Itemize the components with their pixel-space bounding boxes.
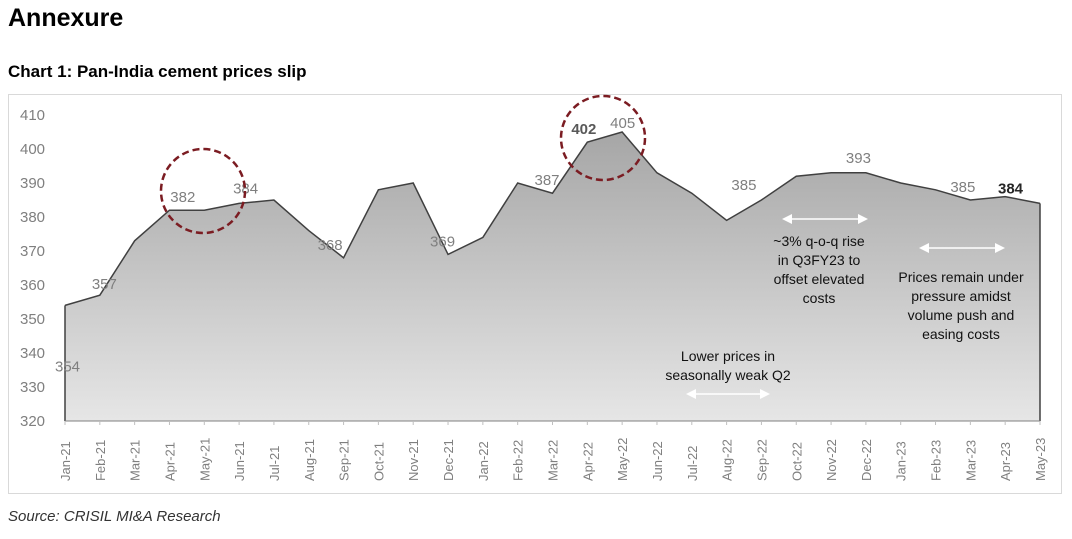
annotation-text: in Q3FY23 to [778, 252, 861, 268]
data-label: 385 [950, 179, 975, 196]
y-tick-label: 320 [20, 413, 45, 430]
y-tick-label: 340 [20, 345, 45, 362]
data-label: 382 [170, 189, 195, 206]
annotation-text: easing costs [922, 326, 1000, 342]
x-tick-label: May-21 [197, 438, 212, 481]
x-tick-label: May-23 [1033, 438, 1048, 481]
x-tick-label: Jun-21 [232, 441, 247, 481]
x-tick-label: Oct-21 [371, 442, 386, 481]
x-tick-label: Jan-23 [894, 441, 909, 481]
y-tick-label: 380 [20, 209, 45, 226]
data-label: 393 [846, 150, 871, 167]
x-tick-label: Jul-21 [267, 446, 282, 481]
x-tick-label: Apr-21 [162, 442, 177, 481]
annotation-text: offset elevated [774, 271, 865, 287]
x-axis: Jan-21 Feb-21 Mar-21 Apr-21 May-21 Jun-21 Jul-… [58, 203, 1048, 481]
y-tick-label: 390 [20, 175, 45, 192]
x-tick-label: Jun-22 [650, 441, 665, 481]
chart-frame [8, 94, 1062, 494]
data-label: 402 [571, 121, 596, 138]
highlight-circle [159, 147, 247, 235]
annotation-text: Lower prices in [681, 348, 775, 364]
x-tick-label: Feb-22 [511, 440, 526, 481]
y-axis: 320 330 340 350 360 370 380 390 400 410 [20, 107, 45, 430]
annotation-text: costs [803, 290, 836, 306]
x-tick-label: Feb-23 [929, 440, 944, 481]
annotations: Lower prices in seasonally weak Q2 ~3% q-o… [665, 214, 1024, 399]
x-tick-label: Dec-22 [859, 439, 874, 481]
x-tick-label: Dec-21 [441, 439, 456, 481]
y-tick-label: 410 [20, 107, 45, 124]
highlight-circle [559, 94, 647, 182]
x-tick-label: Aug-21 [302, 439, 317, 481]
highlight-circles [159, 94, 647, 235]
data-label: 387 [535, 172, 560, 189]
y-tick-label: 350 [20, 311, 45, 328]
annotation-text: pressure amidst [911, 288, 1011, 304]
x-tick-label: Apr-22 [580, 442, 595, 481]
annotation-text: volume push and [908, 307, 1015, 323]
x-tick-label: Nov-22 [824, 439, 839, 481]
x-tick-label: Aug-22 [720, 439, 735, 481]
data-label: 357 [92, 276, 117, 293]
y-tick-label: 360 [20, 277, 45, 294]
x-tick-label: Mar-21 [128, 440, 143, 481]
x-tick-label: Feb-21 [93, 440, 108, 481]
x-tick-label: Mar-23 [963, 440, 978, 481]
y-tick-label: 330 [20, 379, 45, 396]
x-tick-label: Mar-22 [546, 440, 561, 481]
y-tick-label: 400 [20, 141, 45, 158]
source-note: Source: CRISIL MI&A Research [8, 508, 221, 525]
x-tick-label: Jan-22 [476, 441, 491, 481]
x-tick-label: Jul-22 [685, 446, 700, 481]
chart-title: Chart 1: Pan-India cement prices slip [8, 62, 307, 81]
price-area-fill [65, 132, 1040, 421]
data-label: 405 [610, 115, 635, 132]
x-tick-label: Sep-21 [337, 439, 352, 481]
x-tick-label: Sep-22 [754, 439, 769, 481]
x-tick-label: Nov-21 [406, 439, 421, 481]
page-heading: Annexure [8, 4, 124, 32]
x-tick-label: May-22 [615, 438, 630, 481]
price-line [64, 131, 1041, 307]
data-label: 384 [998, 180, 1024, 197]
x-tick-label: Apr-23 [998, 442, 1013, 481]
data-label: 384 [233, 180, 258, 197]
data-label: 369 [430, 233, 455, 250]
data-label: 385 [731, 177, 756, 194]
x-tick-label: Jan-21 [58, 441, 73, 481]
data-labels: 354 357 382 384 368 369 387 402 405 385 393 385 384 [55, 115, 1024, 375]
data-label: 368 [318, 237, 343, 254]
annotation-text: Prices remain under [898, 269, 1024, 285]
annotation-text: seasonally weak Q2 [665, 367, 791, 383]
x-tick-label: Oct-22 [789, 442, 804, 481]
y-tick-label: 370 [20, 243, 45, 260]
annotation-text: ~3% q-o-q rise [773, 233, 865, 249]
data-label: 354 [55, 358, 80, 375]
